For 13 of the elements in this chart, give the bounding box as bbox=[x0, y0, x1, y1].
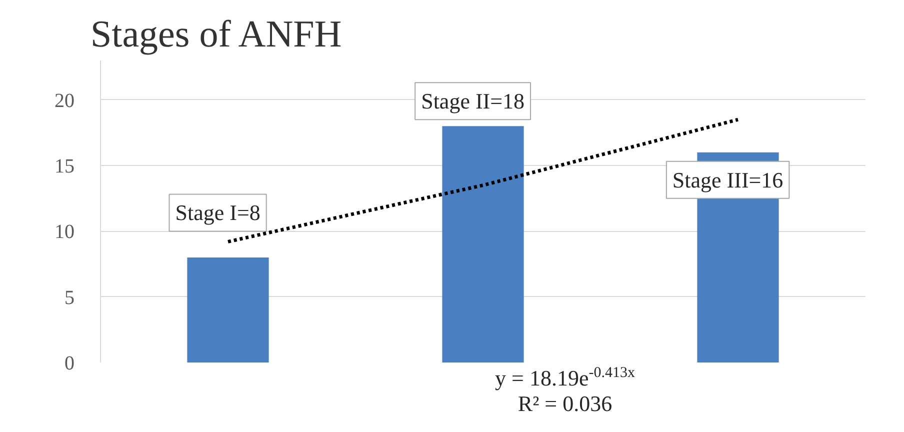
chart-title: Stages of ANFH bbox=[90, 14, 342, 56]
y-tick-label: 0 bbox=[64, 352, 74, 374]
bar bbox=[442, 126, 524, 362]
text: y = 18.19e$^{-0.413x}$ bbox=[495, 364, 635, 392]
y-tick-label: 5 bbox=[64, 286, 74, 309]
y-tick-label: 10 bbox=[54, 221, 74, 244]
data-label: Stage III=16 bbox=[672, 167, 784, 192]
data-label: Stage II=18 bbox=[421, 88, 525, 114]
text: R² = 0.036 bbox=[516, 391, 614, 418]
y-tick-label: 15 bbox=[54, 156, 74, 178]
y-tick-label: 20 bbox=[54, 90, 74, 112]
bar bbox=[187, 257, 269, 362]
data-label: Stage I=8 bbox=[175, 200, 260, 226]
